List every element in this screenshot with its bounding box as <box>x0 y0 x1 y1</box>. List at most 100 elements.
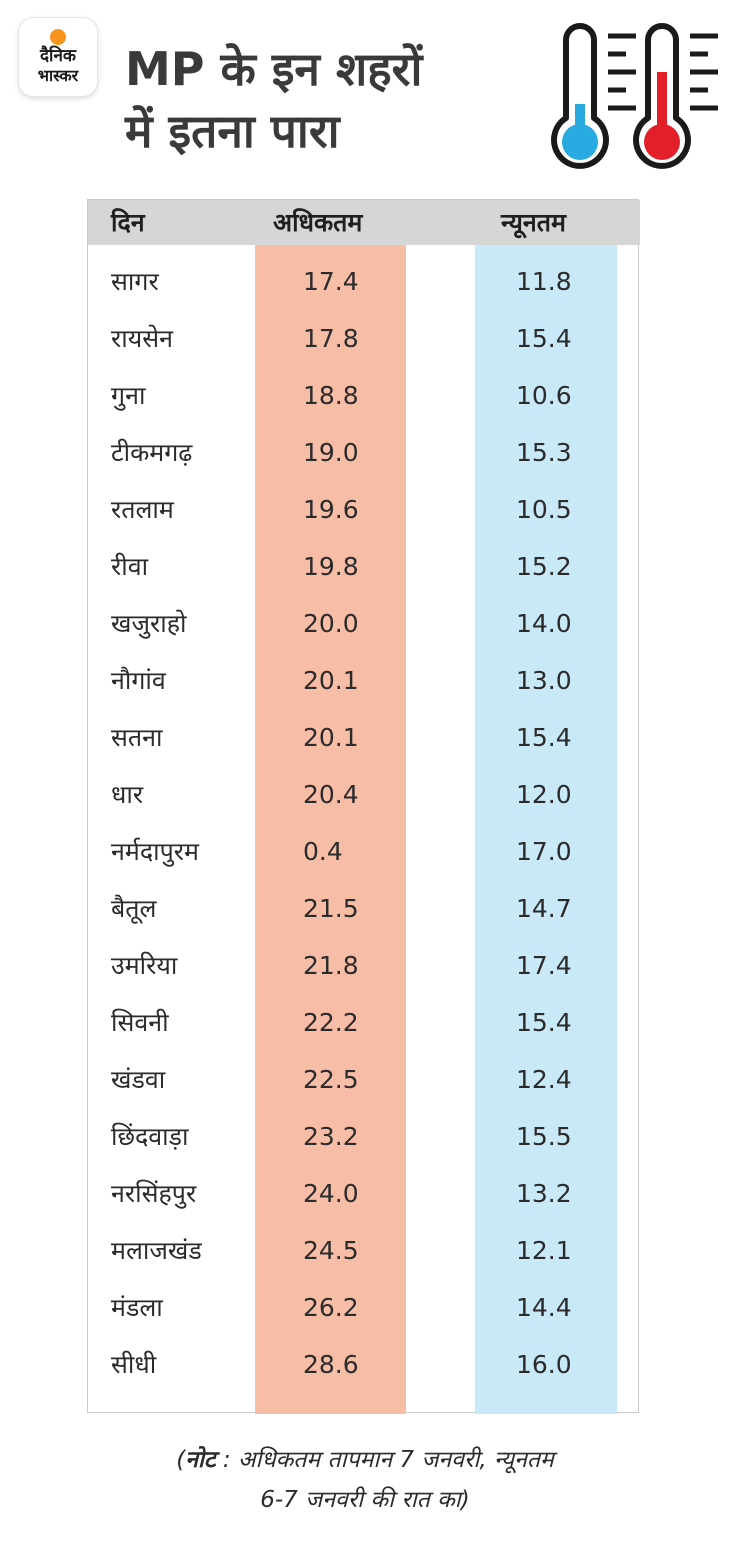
footnote: (नोट : अधिकतम तापमान 7 जनवरी, न्यूनतम 6-… <box>0 1440 730 1520</box>
max-temp: 0.4 <box>303 837 343 866</box>
city-name: रायसेन <box>111 324 173 353</box>
city-name: टीकमगढ़ <box>111 438 193 467</box>
max-temp: 20.0 <box>303 609 359 638</box>
city-name: बैतूल <box>111 894 157 923</box>
footnote-open: ( <box>176 1447 186 1473</box>
table-row: खजुराहो 20.0 14.0 <box>88 595 640 652</box>
max-temp: 26.2 <box>303 1293 359 1322</box>
city-name: मंडला <box>111 1293 163 1322</box>
max-temp: 22.5 <box>303 1065 359 1094</box>
table-row: नरसिंहपुर 24.0 13.2 <box>88 1165 640 1222</box>
table-row: सीधी 28.6 16.0 <box>88 1336 640 1393</box>
header-city: दिन <box>111 208 145 237</box>
max-temp: 17.4 <box>303 267 359 296</box>
min-temp: 14.4 <box>516 1293 572 1322</box>
max-temp: 24.5 <box>303 1236 359 1265</box>
table-row: खंडवा 22.5 12.4 <box>88 1051 640 1108</box>
max-temp: 17.8 <box>303 324 359 353</box>
logo-text-line2: भास्कर <box>37 66 79 85</box>
min-temp: 17.0 <box>516 837 572 866</box>
table-row: गुना 18.8 10.6 <box>88 367 640 424</box>
page-title-line1: MP के इन शहरों <box>125 42 423 96</box>
table-header: दिन अधिकतम न्यूनतम <box>88 200 640 245</box>
max-temp: 28.6 <box>303 1350 359 1379</box>
table-row: नौगांव 20.1 13.0 <box>88 652 640 709</box>
dainik-bhaskar-logo: दैनिक भास्कर <box>19 18 97 96</box>
table-row: छिंदवाड़ा 23.2 15.5 <box>88 1108 640 1165</box>
city-name: रतलाम <box>111 495 174 524</box>
table-row: मंडला 26.2 14.4 <box>88 1279 640 1336</box>
table-row: रायसेन 17.8 15.4 <box>88 310 640 367</box>
max-temp: 23.2 <box>303 1122 359 1151</box>
min-temp: 12.4 <box>516 1065 572 1094</box>
min-temp: 15.4 <box>516 723 572 752</box>
table-row: सिवनी 22.2 15.4 <box>88 994 640 1051</box>
max-temp: 24.0 <box>303 1179 359 1208</box>
min-temp: 10.6 <box>516 381 572 410</box>
min-temp: 13.0 <box>516 666 572 695</box>
page-title: MP के इन शहरों में इतना पारा <box>125 38 525 162</box>
table-row: बैतूल 21.5 14.7 <box>88 880 640 937</box>
max-temp: 21.8 <box>303 951 359 980</box>
logo-text-line1: दैनिक <box>40 46 76 66</box>
max-column-highlight <box>255 200 406 1414</box>
min-temp: 11.8 <box>516 267 572 296</box>
header-min: न्यूनतम <box>501 208 566 237</box>
min-temp: 15.3 <box>516 438 572 467</box>
city-name: नौगांव <box>111 666 166 695</box>
max-temp: 20.4 <box>303 780 359 809</box>
footnote-label: नोट <box>185 1447 216 1473</box>
max-temp: 18.8 <box>303 381 359 410</box>
min-temp: 12.1 <box>516 1236 572 1265</box>
page-title-line2: में इतना पारा <box>125 104 340 158</box>
city-name: रीवा <box>111 552 149 581</box>
min-temp: 17.4 <box>516 951 572 980</box>
max-temp: 22.2 <box>303 1008 359 1037</box>
min-temp: 16.0 <box>516 1350 572 1379</box>
city-name: गुना <box>111 381 146 410</box>
footnote-line1-text: : अधिकतम तापमान 7 जनवरी, न्यूनतम <box>215 1447 554 1473</box>
min-temp: 12.0 <box>516 780 572 809</box>
table-row: सतना 20.1 15.4 <box>88 709 640 766</box>
sun-icon <box>50 29 66 45</box>
table-row: मलाजखंड 24.5 12.1 <box>88 1222 640 1279</box>
footnote-line2: 6-7 जनवरी की रात का) <box>260 1487 470 1513</box>
table-row: रतलाम 19.6 10.5 <box>88 481 640 538</box>
min-temp: 10.5 <box>516 495 572 524</box>
min-column-highlight <box>475 200 617 1414</box>
temperature-table: दिन अधिकतम न्यूनतम सागर 17.4 11.8 रायसेन 17.… <box>87 199 640 1414</box>
max-temp: 19.8 <box>303 552 359 581</box>
city-name: सतना <box>111 723 163 752</box>
min-temp: 15.4 <box>516 1008 572 1037</box>
max-temp: 20.1 <box>303 723 359 752</box>
min-temp: 15.2 <box>516 552 572 581</box>
city-name: नरसिंहपुर <box>111 1179 197 1208</box>
table-row: उमरिया 21.8 17.4 <box>88 937 640 994</box>
thermometer-hot-icon <box>633 23 718 169</box>
table-row: रीवा 19.8 15.2 <box>88 538 640 595</box>
table-row: टीकमगढ़ 19.0 15.3 <box>88 424 640 481</box>
table-row: सागर 17.4 11.8 <box>88 253 640 310</box>
max-temp: 19.0 <box>303 438 359 467</box>
city-name: छिंदवाड़ा <box>111 1122 189 1151</box>
thermometer-cold-icon <box>551 23 636 169</box>
city-name: सीधी <box>111 1350 157 1379</box>
city-name: मलाजखंड <box>111 1236 202 1265</box>
min-temp: 13.2 <box>516 1179 572 1208</box>
header-max: अधिकतम <box>273 208 363 237</box>
city-name: नर्मदापुरम <box>111 837 199 866</box>
min-temp: 14.0 <box>516 609 572 638</box>
max-temp: 19.6 <box>303 495 359 524</box>
max-temp: 20.1 <box>303 666 359 695</box>
city-name: खंडवा <box>111 1065 166 1094</box>
table-row: नर्मदापुरम 0.4 17.0 <box>88 823 640 880</box>
footnote-line1: (नोट : अधिकतम तापमान 7 जनवरी, न्यूनतम <box>0 1440 730 1480</box>
city-name: सिवनी <box>111 1008 169 1037</box>
city-name: उमरिया <box>111 951 178 980</box>
min-temp: 15.5 <box>516 1122 572 1151</box>
city-name: सागर <box>111 267 159 296</box>
min-temp: 14.7 <box>516 894 572 923</box>
max-temp: 21.5 <box>303 894 359 923</box>
min-temp: 15.4 <box>516 324 572 353</box>
city-name: धार <box>111 780 144 809</box>
